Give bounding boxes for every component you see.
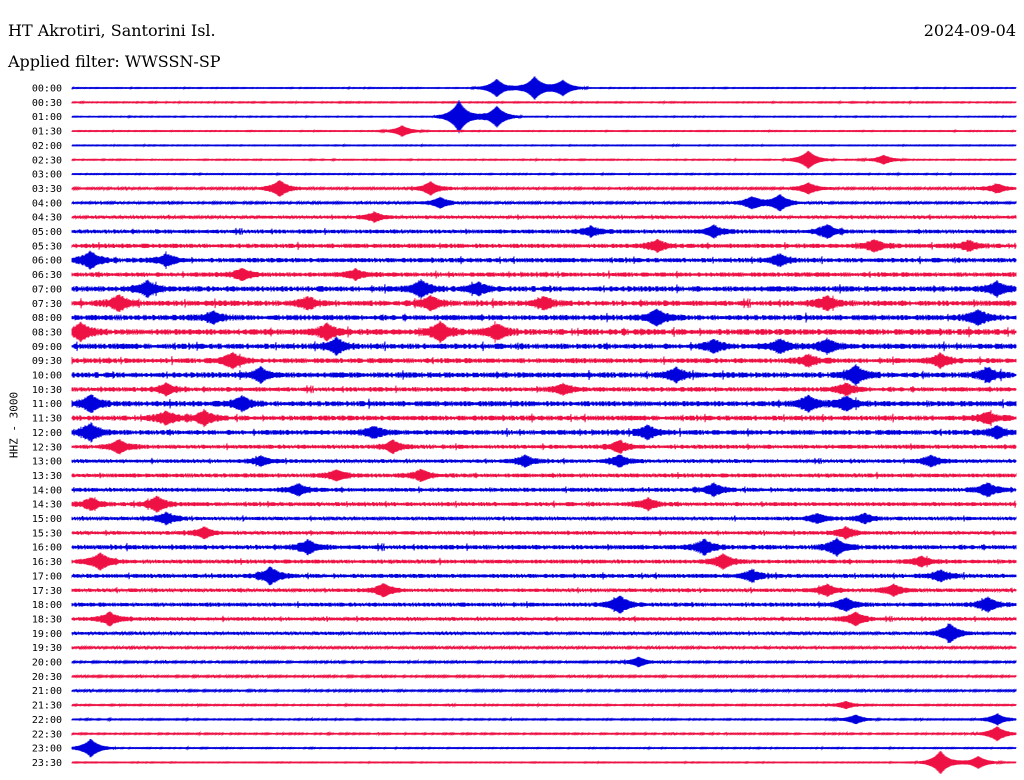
seismic-trace <box>71 583 1017 598</box>
time-tick-label: 19:30 <box>32 643 62 654</box>
time-tick-label: 08:00 <box>32 313 62 324</box>
date-label: 2024-09-04 <box>923 21 1016 40</box>
seismic-trace <box>71 351 1017 370</box>
seismic-trace <box>71 382 1017 397</box>
time-tick-label: 15:00 <box>32 514 62 525</box>
time-tick-label: 16:30 <box>32 557 62 568</box>
time-tick-label: 10:00 <box>32 371 62 382</box>
time-tick-label: 22:30 <box>32 729 62 740</box>
time-tick-label: 13:30 <box>32 471 62 482</box>
time-tick-label: 10:30 <box>32 385 62 396</box>
time-tick-label: 21:00 <box>32 686 62 697</box>
time-tick-label: 07:00 <box>32 284 62 295</box>
time-tick-label: 11:00 <box>32 399 62 410</box>
seismic-trace <box>71 238 1017 253</box>
time-tick-label: 08:30 <box>32 327 62 338</box>
time-tick-label: 03:30 <box>32 184 62 195</box>
seismic-trace <box>71 482 1017 498</box>
time-tick-label: 09:30 <box>32 356 62 367</box>
time-tick-label: 01:00 <box>32 112 62 123</box>
seismic-trace <box>71 439 1017 455</box>
time-tick-label: 18:00 <box>32 600 62 611</box>
time-tick-label: 05:30 <box>32 241 62 252</box>
seismic-trace <box>71 320 1017 344</box>
time-tick-label: 04:30 <box>32 213 62 224</box>
seismic-trace <box>71 308 1017 327</box>
time-tick-label: 11:30 <box>32 414 62 425</box>
time-tick-label: 05:00 <box>32 227 62 238</box>
filter-label: Applied filter: WWSSN-SP <box>8 52 221 71</box>
time-tick-label: 14:00 <box>32 485 62 496</box>
seismic-trace <box>71 468 1017 483</box>
time-tick-label: 06:00 <box>32 256 62 267</box>
time-tick-label: 02:00 <box>32 141 62 152</box>
seismic-trace <box>71 552 1017 571</box>
time-tick-label: 03:00 <box>32 170 62 181</box>
seismic-trace <box>71 526 1017 540</box>
time-tick-label: 12:30 <box>32 442 62 453</box>
time-tick-label: 15:30 <box>32 528 62 539</box>
seismic-trace <box>71 408 1017 428</box>
seismic-trace <box>71 611 1017 627</box>
seismic-trace <box>71 537 1017 557</box>
seismic-trace <box>71 595 1017 614</box>
seismic-trace <box>71 394 1017 413</box>
time-tick-label: 06:30 <box>32 270 62 281</box>
seismic-trace <box>71 566 1017 586</box>
time-tick-label: 21:30 <box>32 701 62 712</box>
time-tick-label: 00:30 <box>32 98 62 109</box>
seismic-trace <box>71 364 1017 386</box>
time-tick-label: 23:00 <box>32 744 62 755</box>
time-tick-label: 16:00 <box>32 543 62 554</box>
seismic-trace <box>71 336 1017 356</box>
time-tick-label: 17:30 <box>32 586 62 597</box>
time-tick-label: 19:00 <box>32 629 62 640</box>
time-tick-label: 09:00 <box>32 342 62 353</box>
time-tick-label: 01:30 <box>32 127 62 138</box>
time-tick-label: 04:00 <box>32 198 62 209</box>
time-tick-label: 00:00 <box>32 84 62 95</box>
time-tick-label: 22:00 <box>32 715 62 726</box>
time-tick-label: 02:30 <box>32 155 62 166</box>
time-tick-label: 20:00 <box>32 658 62 669</box>
seismic-trace <box>71 279 1017 299</box>
time-tick-label: 13:00 <box>32 457 62 468</box>
time-tick-label: 14:30 <box>32 500 62 511</box>
time-tick-label: 12:00 <box>32 428 62 439</box>
station-title: HT Akrotiri, Santorini Isl. <box>8 21 216 40</box>
time-tick-label: 17:00 <box>32 571 62 582</box>
time-tick-label: 23:30 <box>32 758 62 769</box>
time-tick-label: 20:30 <box>32 672 62 683</box>
seismic-trace <box>71 422 1017 443</box>
seismic-trace <box>71 294 1017 312</box>
seismic-trace <box>71 495 1017 513</box>
time-tick-label: 07:30 <box>32 299 62 310</box>
time-tick-label: 18:30 <box>32 614 62 625</box>
